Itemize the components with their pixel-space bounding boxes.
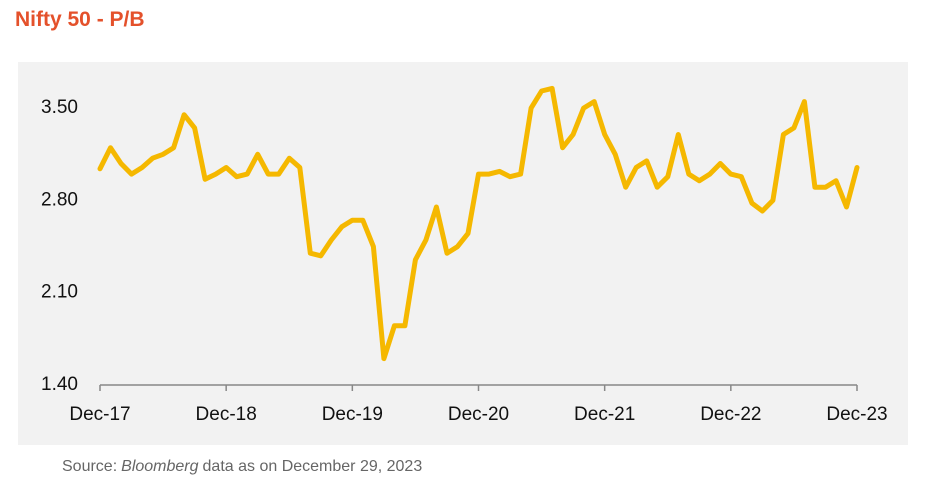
x-tick-label: Dec-18: [196, 404, 257, 425]
source-rest: data as on December 29, 2023: [202, 458, 423, 475]
source-lead: Source:: [62, 458, 118, 475]
x-tick-label: Dec-22: [700, 404, 761, 425]
x-tick-label: Dec-17: [69, 404, 130, 425]
x-tick-label: Dec-21: [574, 404, 635, 425]
y-tick-label: 3.50: [41, 97, 78, 118]
y-tick-label: 1.40: [41, 374, 78, 395]
x-tick-label: Dec-19: [322, 404, 383, 425]
chart-title: Nifty 50 - P/B: [15, 8, 145, 31]
y-tick-label: 2.10: [41, 282, 78, 303]
chart: 1.40 2.10 2.80 3.50 Dec-17 Dec-18 Dec-19 Dec-20…: [18, 62, 908, 445]
x-tick-label: Dec-23: [826, 404, 887, 425]
source-note: Source: Bloomberg data as on December 29, …: [62, 458, 426, 476]
series-line: [97, 85, 860, 362]
plot-panel: [18, 62, 908, 445]
y-tick-label: 2.80: [41, 189, 78, 210]
source-emphasis: Bloomberg: [121, 458, 199, 475]
x-tick-label: Dec-20: [448, 404, 509, 425]
